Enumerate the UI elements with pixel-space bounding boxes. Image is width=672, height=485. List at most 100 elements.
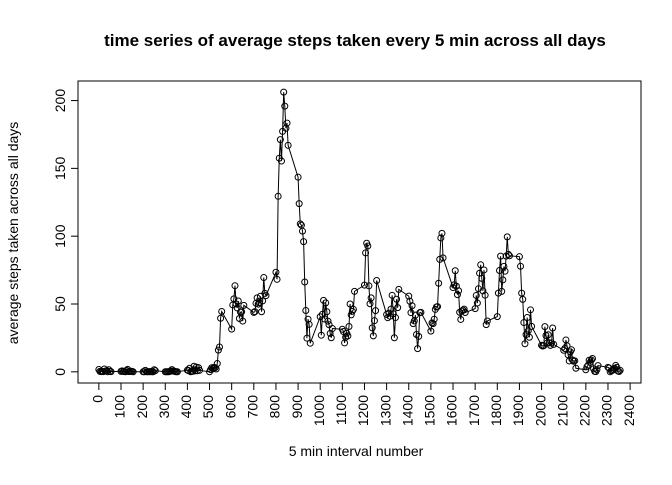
point	[436, 255, 444, 263]
point	[455, 287, 463, 295]
y-axis-label: average steps taken across all days	[5, 122, 21, 345]
point	[435, 279, 443, 287]
point	[369, 332, 377, 340]
point	[567, 346, 575, 354]
point	[231, 282, 239, 290]
point	[505, 252, 513, 260]
point	[483, 317, 491, 325]
point	[473, 299, 481, 307]
point	[273, 275, 281, 283]
point	[280, 88, 288, 96]
point	[615, 368, 623, 376]
point	[283, 119, 291, 127]
point	[317, 331, 325, 339]
point	[438, 229, 446, 237]
point	[213, 360, 221, 368]
point	[453, 291, 461, 299]
point	[479, 287, 487, 295]
point	[259, 297, 267, 305]
x-tick-label: 900	[289, 395, 305, 419]
chart-title: time series of average steps taken every…	[104, 31, 606, 50]
point	[217, 314, 225, 322]
y-tick-label: 100	[52, 224, 68, 248]
point	[239, 317, 247, 325]
point	[394, 304, 402, 312]
point	[370, 317, 378, 325]
y-tick-label: 200	[52, 89, 68, 113]
point	[328, 325, 336, 333]
point	[322, 299, 330, 307]
point	[107, 368, 115, 376]
point	[345, 323, 353, 331]
point	[276, 136, 284, 144]
point	[524, 327, 532, 335]
point	[214, 346, 222, 354]
point	[504, 250, 512, 258]
point	[303, 334, 311, 342]
x-tick-label: 1300	[377, 395, 393, 426]
point	[501, 267, 509, 275]
x-tick-label: 1900	[510, 395, 526, 426]
point	[301, 278, 309, 286]
point	[429, 320, 437, 328]
point	[218, 307, 226, 315]
x-tick-label: 100	[112, 395, 128, 419]
point	[550, 340, 558, 348]
point	[482, 321, 490, 329]
point	[503, 233, 511, 241]
point	[480, 266, 488, 274]
x-tick-label: 1100	[333, 395, 349, 425]
point	[385, 309, 393, 317]
point	[346, 300, 354, 308]
point	[294, 173, 302, 181]
point	[417, 308, 425, 316]
point	[393, 295, 401, 303]
point	[588, 355, 596, 363]
point	[323, 308, 331, 316]
point	[414, 345, 422, 353]
point	[151, 367, 159, 375]
point	[499, 276, 507, 284]
point	[541, 323, 549, 331]
point	[616, 366, 624, 374]
point	[282, 124, 290, 132]
point	[365, 282, 373, 290]
point	[498, 287, 506, 295]
point	[493, 313, 501, 321]
point	[373, 277, 381, 285]
point	[250, 308, 258, 316]
point	[439, 254, 447, 262]
x-tick-label: 1600	[444, 395, 460, 426]
point	[299, 227, 307, 235]
point	[351, 287, 359, 295]
point	[593, 366, 601, 374]
point	[594, 362, 602, 370]
point	[306, 339, 314, 347]
point	[344, 332, 352, 340]
point	[129, 368, 137, 376]
point	[196, 366, 204, 374]
point	[262, 292, 270, 300]
point	[458, 307, 466, 315]
x-tick-label: 200	[134, 395, 150, 419]
point	[415, 332, 423, 340]
point	[284, 141, 292, 149]
point	[451, 267, 459, 275]
point	[390, 334, 398, 342]
point	[255, 299, 263, 307]
point	[523, 314, 531, 322]
point	[368, 324, 376, 332]
point	[427, 327, 435, 335]
point	[327, 334, 335, 342]
x-tick-label: 1400	[399, 395, 415, 426]
point	[362, 249, 370, 257]
point	[105, 366, 113, 374]
x-tick-label: 1000	[311, 395, 327, 426]
point	[233, 304, 241, 312]
point	[372, 307, 380, 315]
point	[525, 333, 533, 341]
x-axis-label: 5 min interval number	[289, 443, 424, 459]
point	[228, 325, 236, 333]
